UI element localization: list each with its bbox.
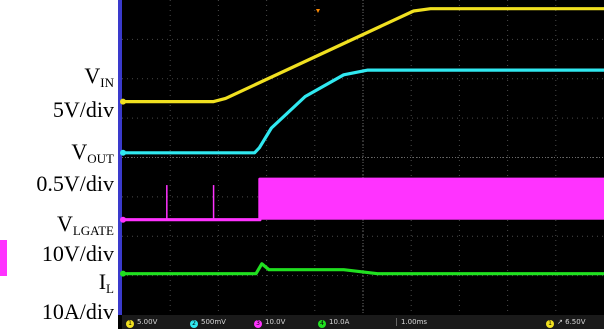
- ch1-scale-readout: 1 5.00V: [126, 318, 157, 328]
- scope-status-bar: 1 5.00V 2 500mV 3 10.0V 4 10.0A 1.00ms 1 ↗ 6.…: [122, 315, 604, 329]
- v-lgate-channel-marker: [120, 216, 126, 223]
- v-out-trace: [122, 68, 604, 155]
- vin-label: VIN: [84, 63, 114, 90]
- i-l-channel-marker: [120, 270, 126, 277]
- v-in-channel-marker: [120, 98, 126, 105]
- vin-scale-label: 5V/div: [52, 97, 114, 122]
- vlgate-label: VLGATE: [56, 211, 114, 238]
- vlgate-scale-label: 10V/div: [41, 241, 114, 266]
- timebase-readout: 1.00ms: [396, 318, 427, 326]
- ch4-scale-readout: 4 10.0A: [318, 318, 349, 328]
- channel-markers: [120, 98, 126, 277]
- screen-left-edge: [118, 0, 122, 315]
- label-panel: VIN 5V/div VOUT 0.5V/div VLGATE 10V/div …: [0, 0, 118, 329]
- v-lgate-trace: [122, 177, 604, 222]
- graticule: [122, 0, 604, 315]
- v-out-channel-marker: [120, 149, 126, 156]
- traces: [122, 7, 604, 276]
- il-scale-label: 10A/div: [41, 299, 114, 324]
- il-label: IL: [98, 269, 114, 296]
- ch3-scale-readout: 3 10.0V: [254, 318, 285, 328]
- trigger-readout: 1 ↗ 6.50V: [546, 318, 585, 328]
- trigger-position-icon: [316, 9, 320, 13]
- vout-scale-label: 0.5V/div: [36, 171, 114, 196]
- trigger-edge-icon: ↗: [557, 318, 563, 326]
- vout-label: VOUT: [71, 139, 114, 166]
- ch2-scale-readout: 2 500mV: [190, 318, 226, 328]
- i-l-trace: [122, 262, 604, 276]
- magenta-edge-stripe: [0, 240, 7, 276]
- v-lgate-switching-band: [259, 179, 604, 220]
- v-in-trace: [122, 7, 604, 104]
